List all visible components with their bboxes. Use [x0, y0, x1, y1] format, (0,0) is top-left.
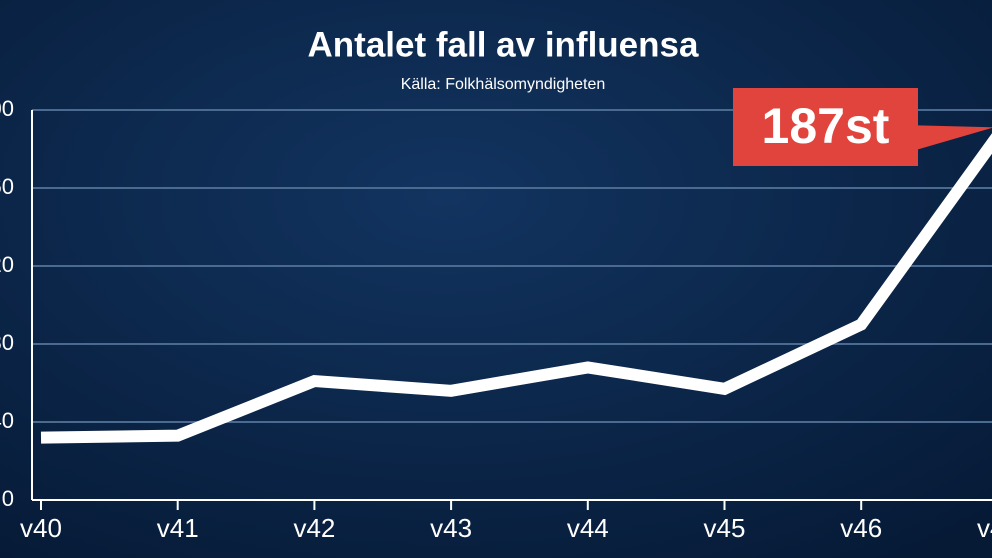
y-tick-label: 40 [0, 408, 14, 433]
y-tick-label: 0 [2, 486, 14, 511]
y-tick-label: 200 [0, 96, 14, 121]
chart-title: Antalet fall av influensa [308, 25, 699, 64]
x-tick-label: v44 [567, 513, 609, 543]
line-series [40, 133, 992, 444]
x-tick-label: v42 [293, 513, 335, 543]
x-tick-label: v41 [157, 513, 199, 543]
x-tick-label: v45 [704, 513, 746, 543]
x-tick-label: v46 [840, 513, 882, 543]
y-tick-label: 80 [0, 330, 14, 355]
x-tick-label: v43 [430, 513, 472, 543]
value-label: 187st [762, 98, 890, 154]
x-tick-label: v40 [20, 513, 62, 543]
x-tick-label: v47 [977, 513, 992, 543]
callout-box [733, 88, 992, 166]
y-tick-label: 160 [0, 174, 14, 199]
chart-subtitle: Källa: Folkhälsomyndigheten [401, 76, 606, 93]
y-tick-label: 120 [0, 252, 14, 277]
